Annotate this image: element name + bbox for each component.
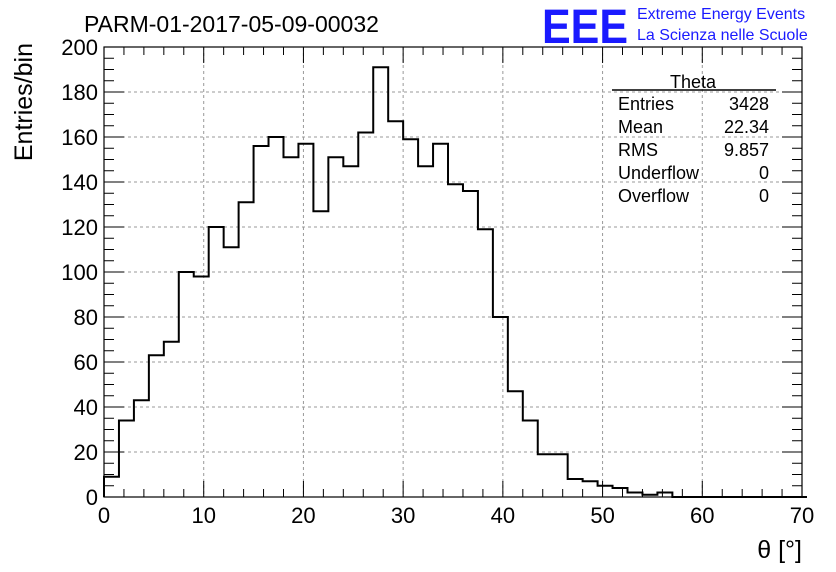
y-tick-label: 140 [61, 170, 98, 195]
histogram-bin [283, 157, 298, 497]
histogram-bin [269, 137, 284, 497]
histogram-bin [179, 272, 194, 497]
histogram-bin [553, 454, 568, 497]
x-tick-label: 70 [790, 503, 814, 528]
histogram-bin [598, 486, 613, 497]
stats-value: 0 [759, 186, 769, 206]
y-tick-label: 0 [86, 485, 98, 510]
eee-logo-line1: Extreme Energy Events [637, 6, 805, 23]
histogram-bin [358, 133, 373, 498]
y-tick-label: 160 [61, 125, 98, 150]
x-tick-label: 10 [191, 503, 215, 528]
chart-title: PARM-01-2017-05-09-00032 [84, 11, 379, 37]
histogram-bin [613, 488, 628, 497]
histogram-bin [224, 247, 239, 497]
histogram-bin [149, 355, 164, 497]
y-tick-label: 40 [74, 395, 98, 420]
y-tick-label: 120 [61, 215, 98, 240]
x-tick-label: 0 [98, 503, 110, 528]
stats-value: 0 [759, 163, 769, 183]
y-axis-label: Entries/bin [10, 43, 38, 161]
stats-box: Theta Entries 3428 Mean 22.34 RMS 9.857 Underf… [612, 72, 776, 206]
histogram-bin [343, 166, 358, 497]
x-tick-label: 60 [690, 503, 714, 528]
stats-label: RMS [618, 140, 658, 160]
y-tick-label: 60 [74, 350, 98, 375]
stats-box-rows: Entries 3428 Mean 22.34 RMS 9.857 Underflow 0 Ov… [618, 94, 769, 206]
x-tick-label: 50 [590, 503, 614, 528]
eee-logo: EEE Extreme Energy Events La Scienza nel… [542, 1, 808, 54]
axis-ticks [103, 46, 803, 498]
histogram-bin [418, 166, 433, 497]
histogram-bin [194, 277, 209, 498]
y-tick-label: 80 [74, 305, 98, 330]
stats-label: Entries [618, 94, 674, 114]
x-axis-label: θ [°] [757, 536, 802, 564]
x-tick-label: 30 [391, 503, 415, 528]
stats-label: Mean [618, 117, 663, 137]
eee-logo-line2: La Scienza nelle Scuole [637, 27, 808, 44]
stats-value: 3428 [729, 94, 769, 114]
y-tick-label: 200 [61, 35, 98, 60]
histogram-bin [119, 421, 134, 498]
histogram-bin [463, 191, 478, 497]
stats-value: 9.857 [724, 140, 769, 160]
y-tick-label: 100 [61, 260, 98, 285]
histogram-bin [134, 400, 149, 497]
y-tick-label: 20 [74, 440, 98, 465]
y-tick-label: 180 [61, 80, 98, 105]
histogram-bin [568, 479, 583, 497]
histogram-bin [254, 146, 269, 497]
histogram-bin [388, 121, 403, 497]
histogram-bin [239, 202, 254, 497]
stats-box-title: Theta [670, 72, 717, 92]
histogram-bin [298, 144, 313, 497]
histogram-bin [583, 481, 598, 497]
histogram-bin [478, 229, 493, 497]
y-tick-labels: 0 20 40 60 80 100 120 140 160 180 200 [61, 35, 98, 510]
stats-value: 22.34 [724, 117, 769, 137]
histogram-bin [104, 477, 119, 497]
stats-label: Overflow [618, 186, 690, 206]
histogram-bin [448, 184, 463, 497]
x-tick-label: 40 [491, 503, 515, 528]
x-tick-label: 20 [291, 503, 315, 528]
histogram-bin [328, 157, 343, 497]
x-tick-labels: 0 10 20 30 40 50 60 70 [98, 503, 814, 528]
histogram-bin [523, 421, 538, 498]
histogram-bin [433, 144, 448, 497]
histogram-bin [313, 211, 328, 497]
histogram-bin [373, 67, 388, 497]
histogram-bin [209, 227, 224, 497]
histogram-bins [104, 67, 672, 497]
histogram-bin [403, 139, 418, 497]
grid-lines [104, 47, 802, 497]
histogram-outline [103, 66, 807, 498]
stats-label: Underflow [618, 163, 700, 183]
eee-logo-mark: EEE [542, 1, 628, 54]
histogram-bin [164, 342, 179, 497]
histogram-bin [538, 454, 553, 497]
